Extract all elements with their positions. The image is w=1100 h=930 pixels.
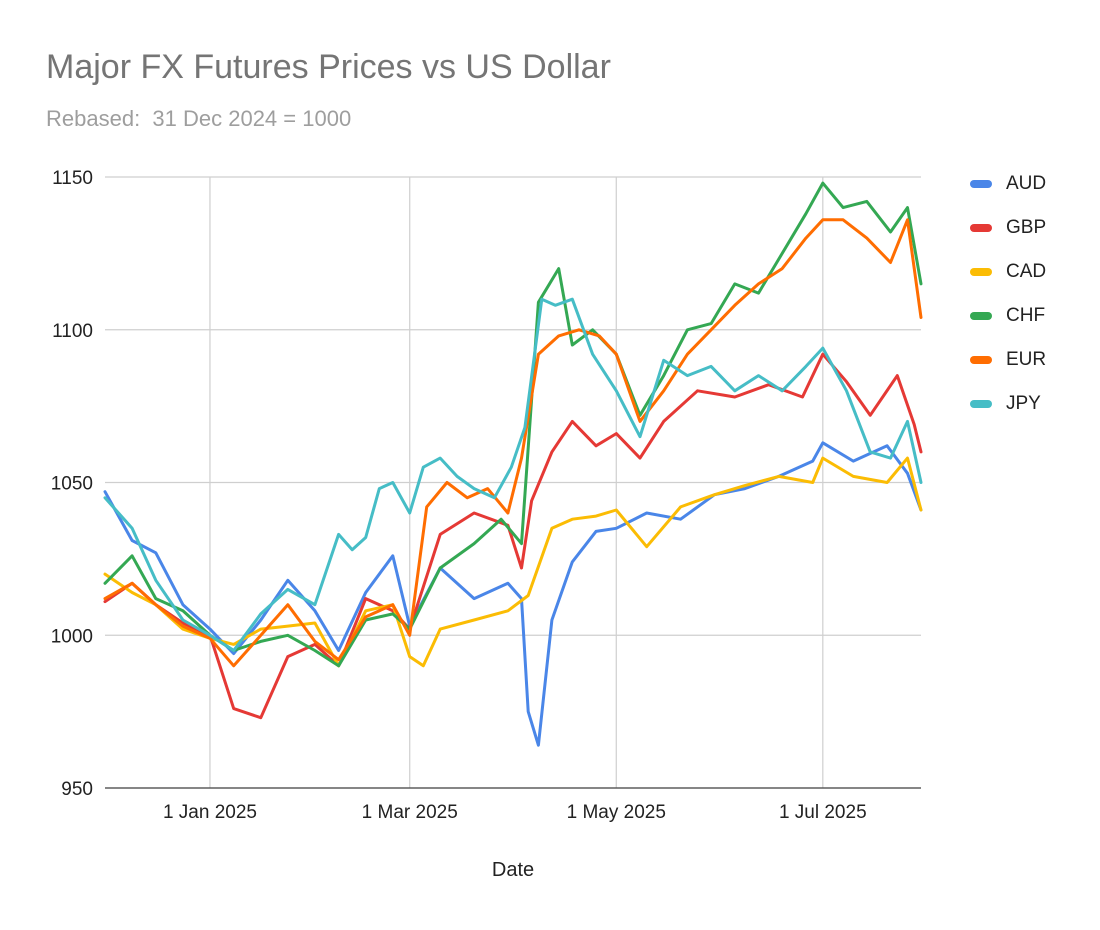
gridlines xyxy=(105,176,921,789)
legend-label: GBP xyxy=(1006,217,1047,238)
series-line-chf xyxy=(103,181,923,668)
y-tick-label: 1150 xyxy=(52,168,93,189)
y-tick-label: 1000 xyxy=(51,626,93,647)
series-lines xyxy=(103,181,923,747)
legend-swatch xyxy=(970,224,992,232)
legend-item-aud: AUD xyxy=(970,162,1046,206)
legend-swatch xyxy=(970,356,992,364)
legend-item-chf: CHF xyxy=(970,294,1046,338)
legend-swatch xyxy=(970,400,992,408)
legend-label: CHF xyxy=(1006,305,1046,326)
legend-swatch xyxy=(970,268,992,276)
legend-item-jpy: JPY xyxy=(970,382,1046,426)
x-tick-label: 1 Jan 2025 xyxy=(163,802,257,823)
series-line-gbp xyxy=(103,352,923,720)
legend-item-gbp: GBP xyxy=(970,206,1046,250)
series-line-jpy xyxy=(103,297,923,652)
chart-subtitle: Rebased: 31 Dec 2024 = 1000 xyxy=(46,106,352,131)
legend-item-cad: CAD xyxy=(970,250,1046,294)
legend-label: CAD xyxy=(1006,261,1047,282)
y-tick-label: 950 xyxy=(61,779,93,800)
legend-item-eur: EUR xyxy=(970,338,1046,382)
legend-label: EUR xyxy=(1006,349,1047,370)
legend: AUD GBP CAD CHF EUR JPY xyxy=(970,162,1046,426)
series-line-eur xyxy=(103,218,923,668)
axes: 950 1000 1050 1100 1150 1 Jan 2025 1 Mar 2025 1… xyxy=(51,168,921,823)
x-tick-label: 1 May 2025 xyxy=(567,802,666,823)
y-tick-label: 1050 xyxy=(51,474,93,495)
x-axis-title: Date xyxy=(492,859,534,881)
legend-label: JPY xyxy=(1006,393,1041,414)
legend-label: AUD xyxy=(1006,173,1047,194)
legend-swatch xyxy=(970,180,992,188)
y-tick-label: 1100 xyxy=(52,321,93,342)
x-tick-label: 1 Mar 2025 xyxy=(362,802,458,823)
chart-title: Major FX Futures Prices vs US Dollar xyxy=(46,48,611,86)
legend-swatch xyxy=(970,312,992,320)
x-tick-label: 1 Jul 2025 xyxy=(779,802,867,823)
